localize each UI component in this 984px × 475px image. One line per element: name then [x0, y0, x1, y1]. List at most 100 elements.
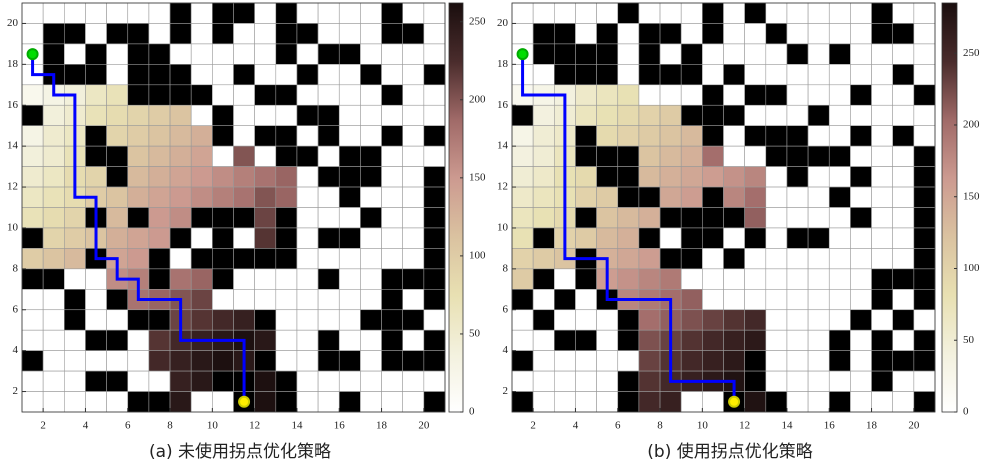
cell [511, 248, 534, 270]
cell [169, 227, 192, 249]
cell [850, 166, 872, 188]
caption: (b) 使用拐点优化策略 [647, 441, 812, 462]
cell [360, 23, 382, 45]
cell [212, 207, 234, 229]
cell [21, 350, 44, 372]
cell [296, 370, 319, 392]
cell [275, 145, 298, 167]
cell [42, 288, 65, 311]
cell [212, 23, 234, 45]
cell [381, 2, 403, 24]
cell [423, 329, 446, 351]
cell [169, 125, 192, 147]
cell [511, 23, 534, 45]
cell [275, 227, 298, 249]
cell [296, 309, 319, 331]
cell [828, 207, 851, 229]
cell [532, 145, 555, 167]
cell [106, 43, 129, 65]
cell [892, 248, 915, 270]
cell [381, 145, 403, 167]
colorbar-tick-label: 150 [469, 171, 486, 183]
cell [511, 207, 534, 229]
cell [127, 104, 150, 127]
cell [148, 43, 171, 65]
cell [317, 329, 340, 351]
cell [338, 329, 361, 351]
cell [786, 207, 809, 229]
y-tick-label: 16 [7, 99, 19, 111]
cell [702, 125, 724, 147]
cell [807, 23, 830, 45]
cell [64, 227, 86, 249]
cell [744, 104, 767, 127]
cell [744, 145, 767, 167]
cell [233, 166, 255, 188]
cell [338, 145, 361, 167]
cell [338, 350, 361, 372]
cell [423, 391, 446, 413]
cell [765, 391, 788, 413]
cell [381, 391, 403, 413]
cell [127, 227, 150, 249]
cell [254, 370, 277, 392]
cell [617, 309, 640, 331]
cell [765, 125, 788, 147]
x-tick-label: 10 [697, 420, 709, 432]
cell [64, 268, 86, 290]
cell [892, 288, 915, 311]
cell [317, 166, 340, 188]
cell [892, 145, 915, 167]
cell [254, 288, 277, 311]
cell [85, 166, 107, 188]
cell [127, 2, 150, 24]
cell [42, 268, 65, 290]
cell [617, 350, 640, 372]
cell [892, 64, 915, 86]
cell [892, 2, 915, 24]
cell [21, 2, 44, 24]
cell [723, 350, 745, 372]
cell [765, 370, 788, 392]
cell [233, 104, 255, 127]
cell [148, 23, 171, 45]
cell [786, 350, 809, 372]
cell [913, 166, 936, 188]
cell [913, 84, 936, 106]
cell [85, 125, 107, 147]
cell [638, 166, 661, 188]
cell [659, 104, 682, 127]
cell [744, 391, 767, 413]
cell [702, 186, 724, 208]
cell [765, 23, 788, 45]
y-tick-label: 2 [13, 385, 19, 397]
cell [190, 391, 213, 413]
cell [21, 268, 44, 290]
cell [127, 23, 150, 45]
cell [21, 227, 44, 249]
cell [913, 370, 936, 392]
cell [254, 207, 277, 229]
cell [532, 23, 555, 45]
cell [21, 166, 44, 188]
cell [296, 288, 319, 311]
cell [892, 104, 915, 127]
cell [21, 309, 44, 331]
cell [723, 43, 745, 65]
cell [638, 207, 661, 229]
cell [680, 329, 703, 351]
cell [42, 145, 65, 167]
cell [871, 268, 893, 290]
cell [338, 64, 361, 86]
cell [402, 309, 425, 331]
cell [617, 391, 640, 413]
start-marker [516, 48, 529, 61]
cell [765, 227, 788, 249]
cell [106, 166, 129, 188]
cell [744, 125, 767, 147]
cell [21, 207, 44, 229]
cell [190, 309, 213, 331]
cell [360, 329, 382, 351]
cell [680, 23, 703, 45]
cell [617, 207, 640, 229]
